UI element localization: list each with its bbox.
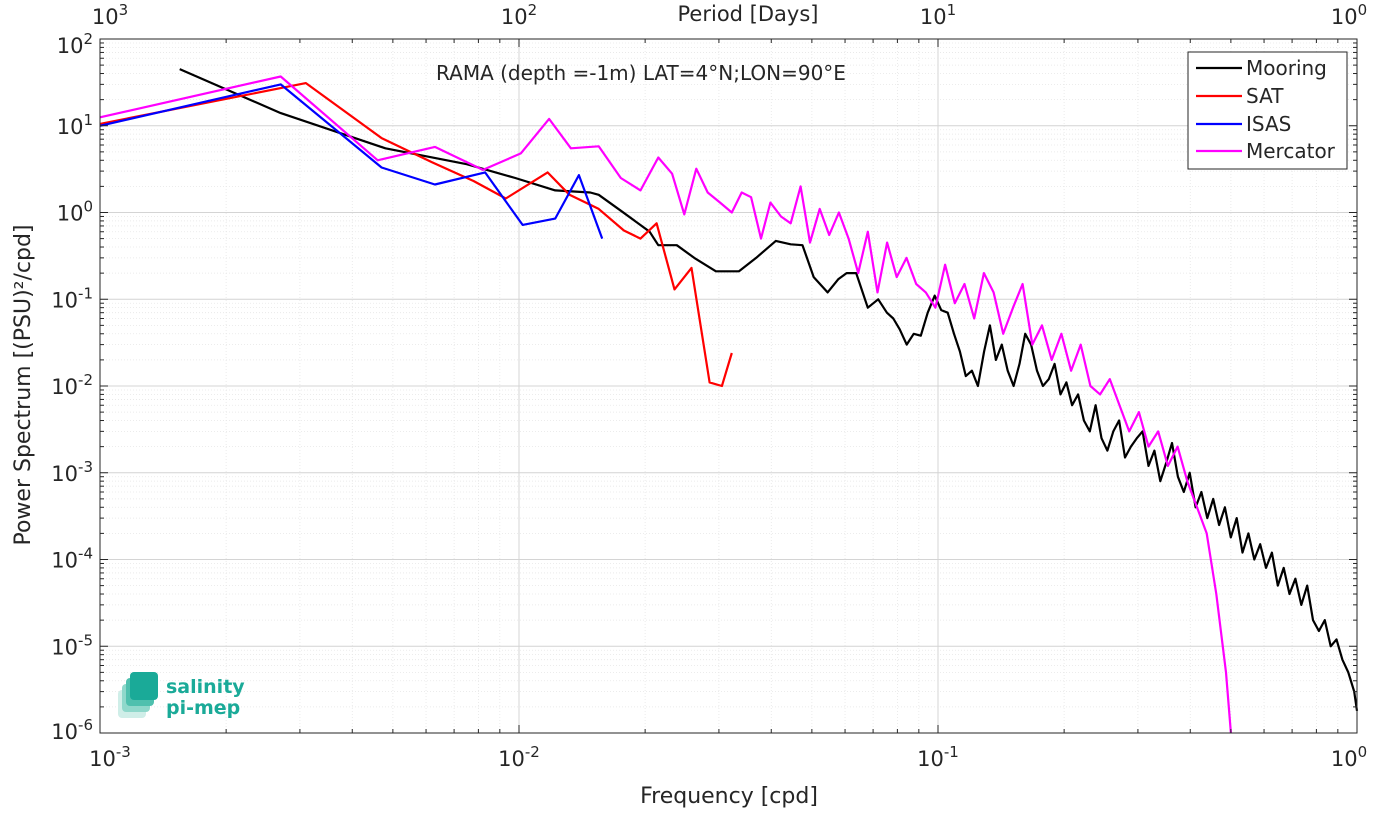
y-tick-label: 100 (57, 198, 93, 226)
x-axis-label: Frequency [cpd] (640, 784, 818, 809)
logo-text-line1: salinity (166, 676, 245, 698)
y-tick-label: 10-6 (51, 716, 93, 744)
top-tick-label: 100 (1331, 1, 1367, 29)
legend-label-sat: SAT (1246, 84, 1284, 108)
top-tick-label: 103 (92, 1, 128, 29)
legend-label-isas: ISAS (1246, 112, 1291, 136)
grid-layer (99, 39, 1357, 734)
x-tick-label: 10-1 (917, 743, 959, 771)
x-tick-label: 100 (1331, 743, 1367, 771)
label-layer: Frequency [cpd] Period [Days] RAMA (dept… (11, 2, 846, 809)
series-line-isas (99, 83, 604, 239)
y-tick-label: 10-5 (51, 631, 93, 659)
y-tick-label: 10-3 (51, 458, 93, 486)
series-line-mercator (99, 75, 1232, 734)
y-tick-label: 102 (57, 30, 93, 58)
legend-label-mooring: Mooring (1246, 56, 1327, 80)
legend: Mooring SAT ISAS Mercator (1187, 51, 1348, 170)
series-line-sat (99, 81, 733, 388)
y-axis-label: Power Spectrum [(PSU)²/cpd] (11, 224, 36, 545)
salinity-pi-mep-logo: salinity pi-mep (118, 672, 245, 719)
y-tick-label: 10-2 (51, 371, 93, 399)
logo-text-line2: pi-mep (166, 697, 240, 719)
x-tick-label: 10-3 (89, 743, 131, 771)
top-tick-label: 101 (920, 1, 956, 29)
top-axis-label: Period [Days] (678, 2, 819, 26)
legend-box (1187, 51, 1348, 170)
x-tick-label: 10-2 (498, 743, 540, 771)
y-tick-label: 10-4 (51, 545, 93, 573)
legend-entry-sat: SAT (1196, 84, 1284, 108)
legend-label-mercator: Mercator (1246, 139, 1336, 163)
chart-title: RAMA (depth =-1m) LAT=4°N;LON=90°E (436, 61, 846, 85)
y-tick-label: 10-1 (51, 284, 93, 312)
legend-entry-mercator: Mercator (1196, 139, 1336, 163)
series-line-mooring (179, 68, 1359, 712)
y-tick-label: 101 (57, 111, 93, 139)
series-layer (99, 68, 1359, 734)
legend-entry-mooring: Mooring (1196, 56, 1327, 80)
logo-wave-icon (118, 672, 158, 718)
top-tick-label: 102 (501, 1, 537, 29)
legend-entry-isas: ISAS (1196, 112, 1291, 136)
